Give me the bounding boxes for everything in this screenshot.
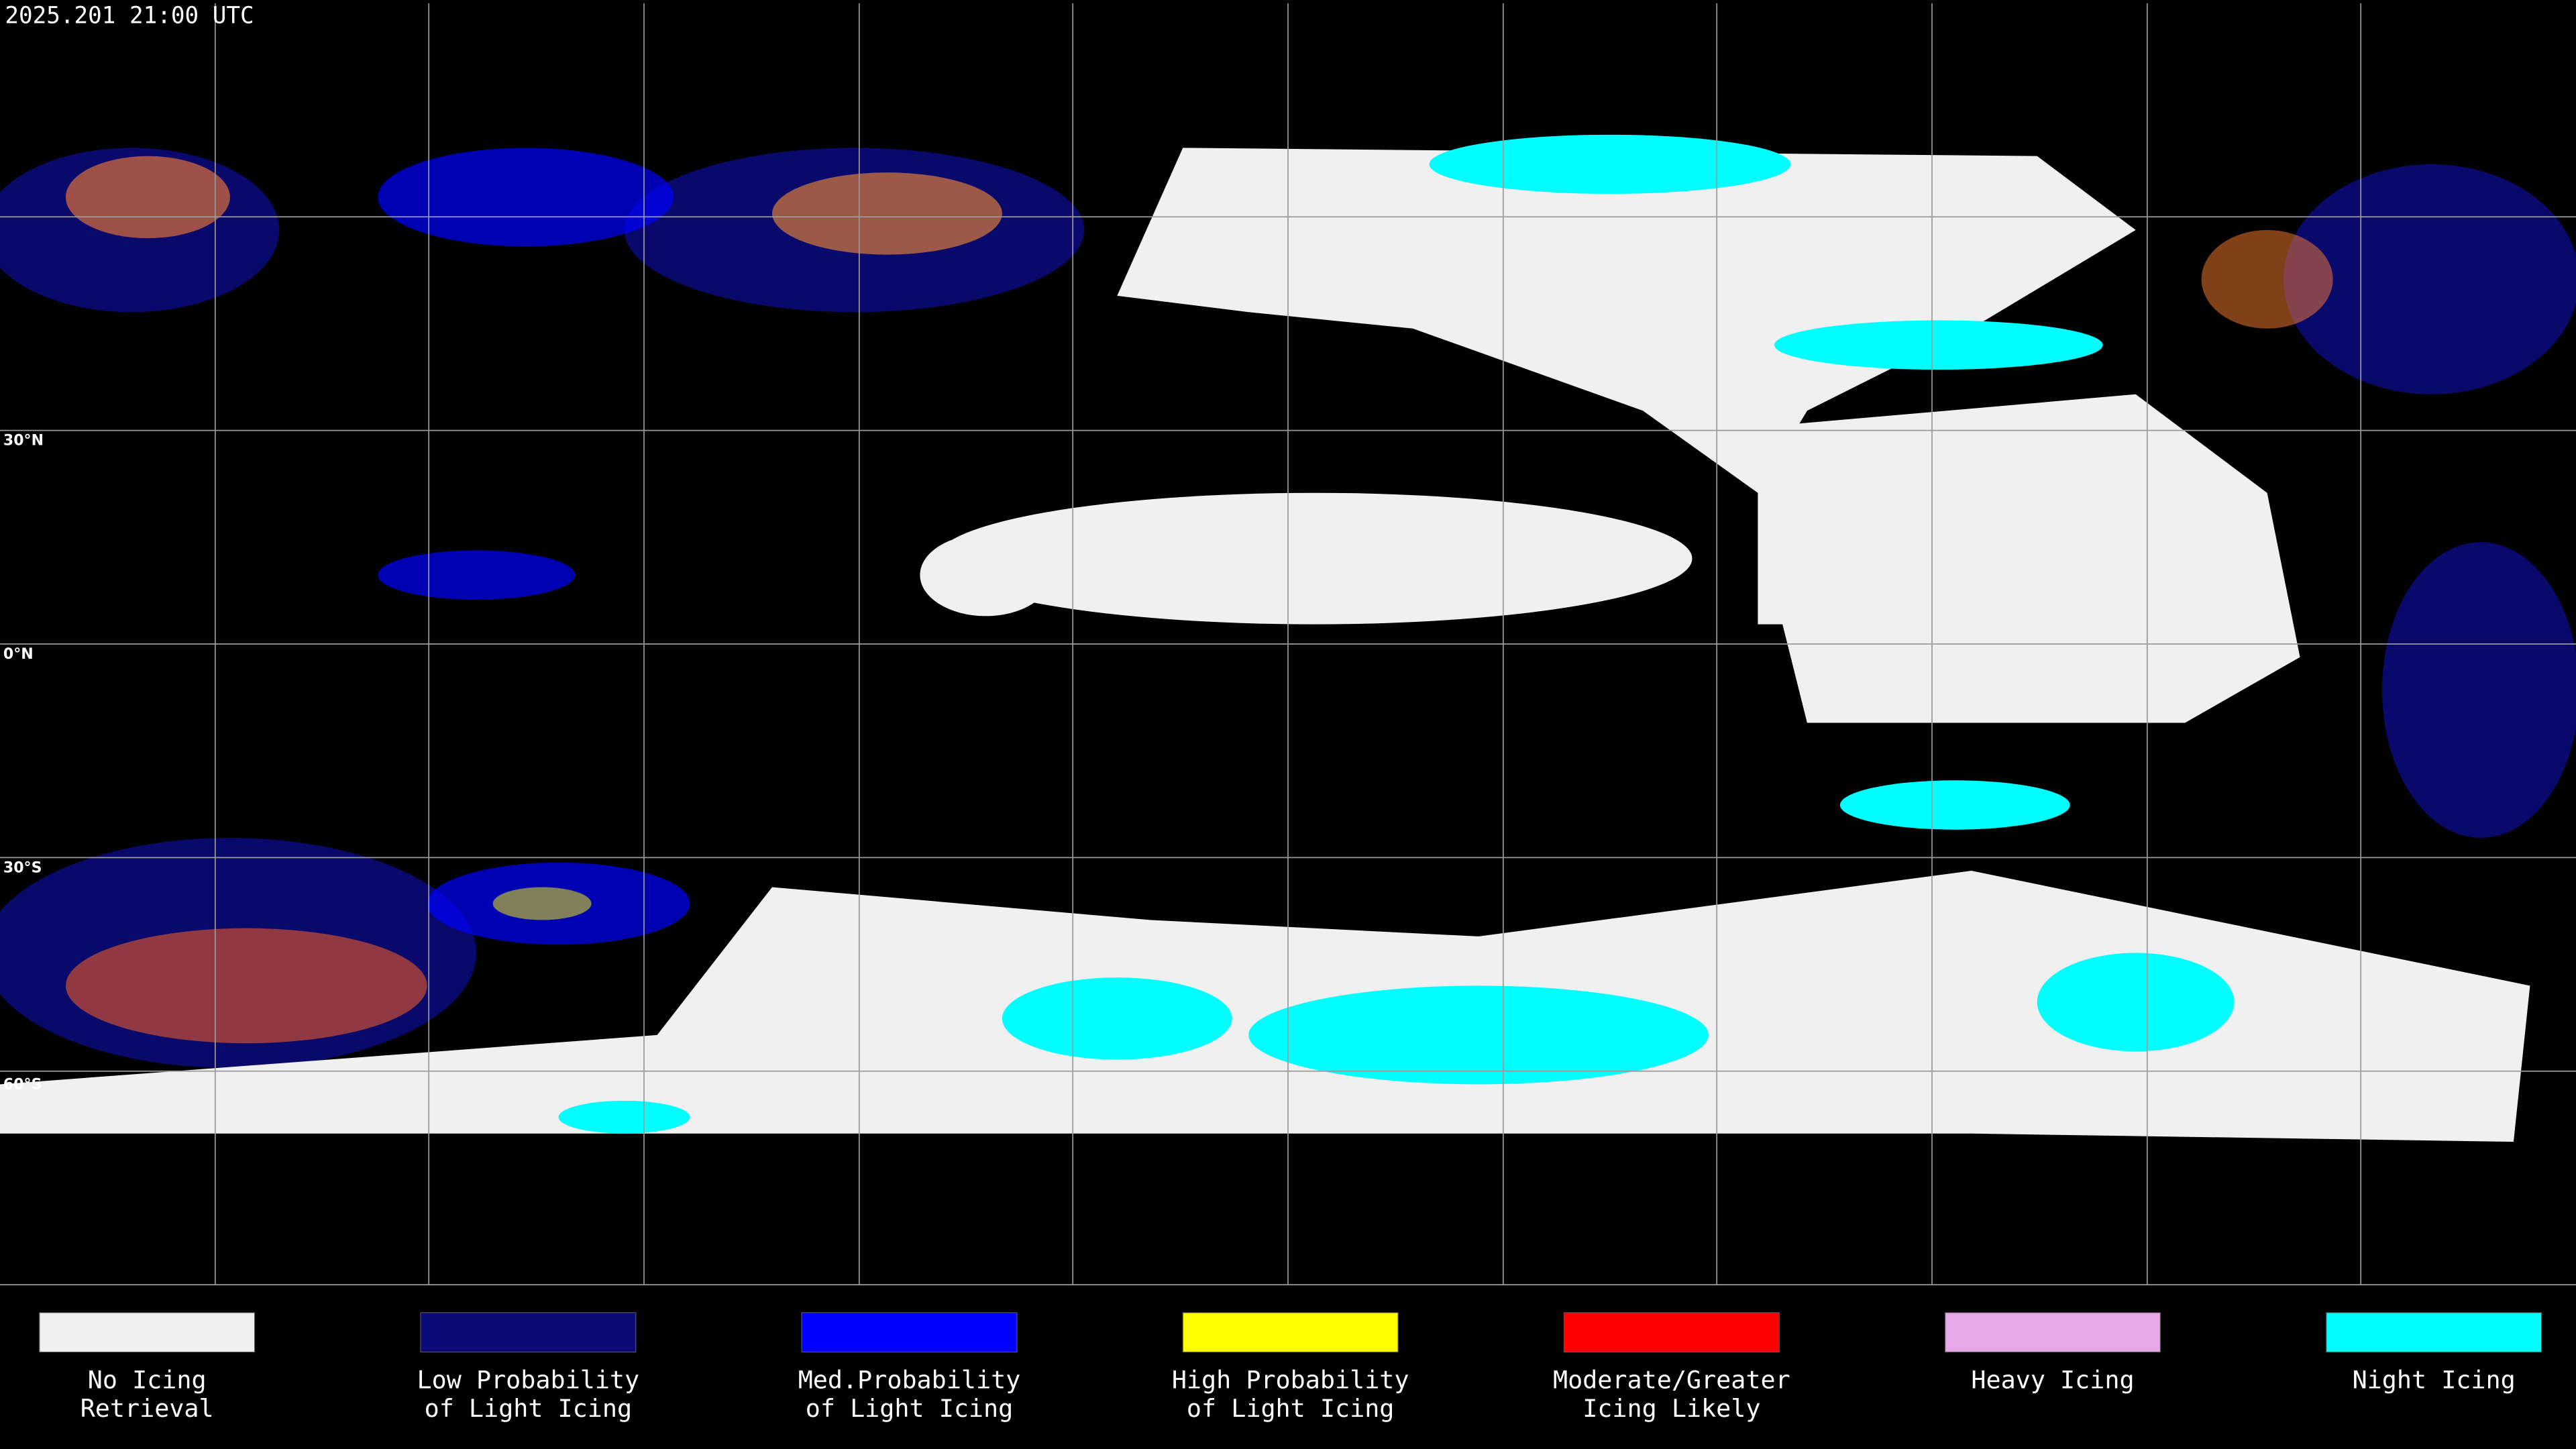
legend-swatch [2326, 1312, 2542, 1353]
legend-label: Low Probability [417, 1365, 640, 1394]
legend-swatch [801, 1312, 1018, 1353]
legend-swatch [39, 1312, 256, 1353]
legend-label: Med.Probability [798, 1365, 1021, 1394]
timestamp: 2025.201 21:00 UTC [5, 2, 254, 29]
legend-swatch [1182, 1312, 1399, 1353]
legend-swatch [420, 1312, 637, 1353]
legend-label: No Icing [88, 1365, 207, 1394]
legend-label: of Light Icing [425, 1394, 633, 1423]
legend-label: Heavy Icing [1971, 1365, 2134, 1394]
graticule [0, 3, 2576, 1285]
latitude-label: 0°N [3, 646, 34, 663]
legend-label: Moderate/Greater [1553, 1365, 1790, 1394]
legend-label: Icing Likely [1582, 1394, 1760, 1423]
latitude-label: 30°N [3, 433, 44, 449]
legend-item: Night Icing [2326, 1312, 2542, 1394]
latitude-label: 60°S [3, 1077, 42, 1093]
latitude-label: 30°S [3, 859, 42, 876]
legend-label: of Light Icing [1187, 1394, 1395, 1423]
legend-label: High Probability [1172, 1365, 1409, 1394]
legend-item: Heavy Icing [1944, 1312, 2161, 1394]
legend-label: Night Icing [2353, 1365, 2516, 1394]
legend-swatch [1563, 1312, 1780, 1353]
legend-swatch [1944, 1312, 2161, 1353]
legend-label: of Light Icing [806, 1394, 1013, 1423]
legend-label: Retrieval [80, 1394, 214, 1423]
